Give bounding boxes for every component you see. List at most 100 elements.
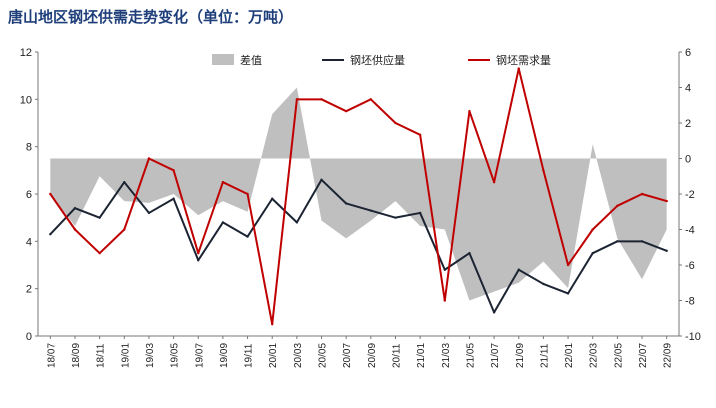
x-tick-label: 20/01 <box>268 343 279 368</box>
supply-point <box>320 178 323 181</box>
supply-point <box>542 282 545 286</box>
demand-point <box>344 109 348 113</box>
demand-point <box>172 169 175 172</box>
x-tick-label: 19/01 <box>120 343 131 368</box>
x-tick-label: 22/03 <box>589 343 600 368</box>
x-tick-label: 18/07 <box>46 343 57 368</box>
right-tick-label: -10 <box>685 331 701 343</box>
supply-point <box>344 202 348 205</box>
right-tick-label: -8 <box>685 296 695 308</box>
demand-point <box>566 263 570 267</box>
series-supply-line <box>49 178 668 314</box>
supply-point <box>123 180 126 184</box>
legend-label: 差值 <box>240 53 262 67</box>
x-tick-label: 20/05 <box>318 343 329 368</box>
supply-point <box>295 221 299 224</box>
demand-point <box>542 169 545 172</box>
x-tick-label: 20/03 <box>293 343 304 368</box>
right-tick-label: 6 <box>685 47 691 59</box>
x-tick-label: 21/05 <box>465 343 476 368</box>
x-tick-label: 21/07 <box>490 343 501 368</box>
demand-point <box>246 192 249 196</box>
diff-area-layer <box>50 87 667 301</box>
right-tick-label: -6 <box>685 260 695 272</box>
supply-point <box>197 259 200 262</box>
left-tick-label: 2 <box>26 284 32 296</box>
supply-point <box>221 221 225 224</box>
supply-point <box>394 216 397 219</box>
demand-point <box>640 192 644 196</box>
supply-point <box>172 197 175 200</box>
x-tick-label: 19/11 <box>244 343 255 368</box>
demand-point <box>616 204 619 208</box>
line-layer <box>49 67 668 326</box>
left-tick-label: 6 <box>26 189 32 201</box>
x-tick-label: 19/03 <box>145 343 156 368</box>
demand-point <box>492 180 496 184</box>
chart-title: 唐山地区钢坯供需走势变化（单位：万吨） <box>8 8 294 26</box>
legend-label: 钢坯供应量 <box>350 53 405 67</box>
supply-point <box>73 207 77 210</box>
supply-point <box>591 251 594 255</box>
x-tick-label: 18/11 <box>96 343 107 368</box>
demand-point <box>394 121 397 125</box>
demand-point <box>123 228 126 231</box>
demand-point <box>665 199 668 203</box>
demand-point <box>418 133 422 137</box>
right-tick-label: 4 <box>685 83 691 95</box>
right-tick-label: -2 <box>685 189 695 201</box>
supply-point <box>49 233 52 236</box>
supply-point <box>147 211 151 215</box>
demand-point <box>147 157 151 160</box>
series-demand-line <box>49 67 667 326</box>
left-tick-label: 12 <box>20 47 32 59</box>
right-tick-label: 0 <box>685 154 691 166</box>
x-tick-label: 22/05 <box>613 343 624 368</box>
x-tick-label: 22/09 <box>663 343 674 368</box>
demand-point <box>49 192 52 196</box>
demand-point <box>295 98 299 101</box>
x-tick-label: 21/03 <box>441 343 452 368</box>
x-tick-label: 21/01 <box>416 343 427 368</box>
demand-point <box>517 67 520 70</box>
x-tick-label: 19/05 <box>170 343 181 368</box>
left-tick-label: 10 <box>20 94 32 106</box>
x-tick-label: 19/09 <box>219 343 230 368</box>
supply-point <box>640 240 644 243</box>
x-tick-label: 18/09 <box>71 343 82 368</box>
left-tick-label: 0 <box>26 331 32 343</box>
legend-label: 钢坯需求量 <box>496 54 551 67</box>
x-tick-label: 21/11 <box>539 343 550 368</box>
demand-point <box>197 251 200 255</box>
x-tick-label: 19/07 <box>194 343 205 368</box>
demand-point <box>468 109 471 113</box>
supply-point <box>98 216 101 219</box>
supply-point <box>246 235 249 238</box>
supply-point <box>418 211 422 215</box>
supply-point <box>492 311 496 314</box>
left-tick-label: 8 <box>26 142 32 154</box>
demand-point <box>73 228 77 231</box>
demand-point <box>369 98 373 101</box>
left-tick-label: 4 <box>26 236 32 248</box>
supply-point <box>468 251 471 255</box>
x-tick-label: 22/07 <box>638 343 649 368</box>
supply-point <box>271 197 274 200</box>
legend: 差值 钢坯供应量 钢坯需求量 <box>212 53 551 67</box>
right-tick-label: -4 <box>685 225 695 237</box>
demand-point <box>271 322 274 326</box>
demand-point <box>320 98 323 101</box>
demand-point <box>98 251 101 255</box>
supply-point <box>443 268 446 271</box>
x-tick-label: 20/07 <box>342 343 353 368</box>
supply-point <box>616 240 619 243</box>
supply-point <box>517 268 520 271</box>
axis-layer: 0 2 4 6 8 10 12 -10 -8 -6 -4 -2 0 2 4 6 18/07 18/09 18/11 1… <box>20 47 701 368</box>
series-diff-area <box>50 87 667 301</box>
supply-point <box>665 249 668 252</box>
right-tick-label: 2 <box>685 118 691 130</box>
supply-point <box>369 209 373 212</box>
x-tick-label: 20/11 <box>391 343 402 368</box>
